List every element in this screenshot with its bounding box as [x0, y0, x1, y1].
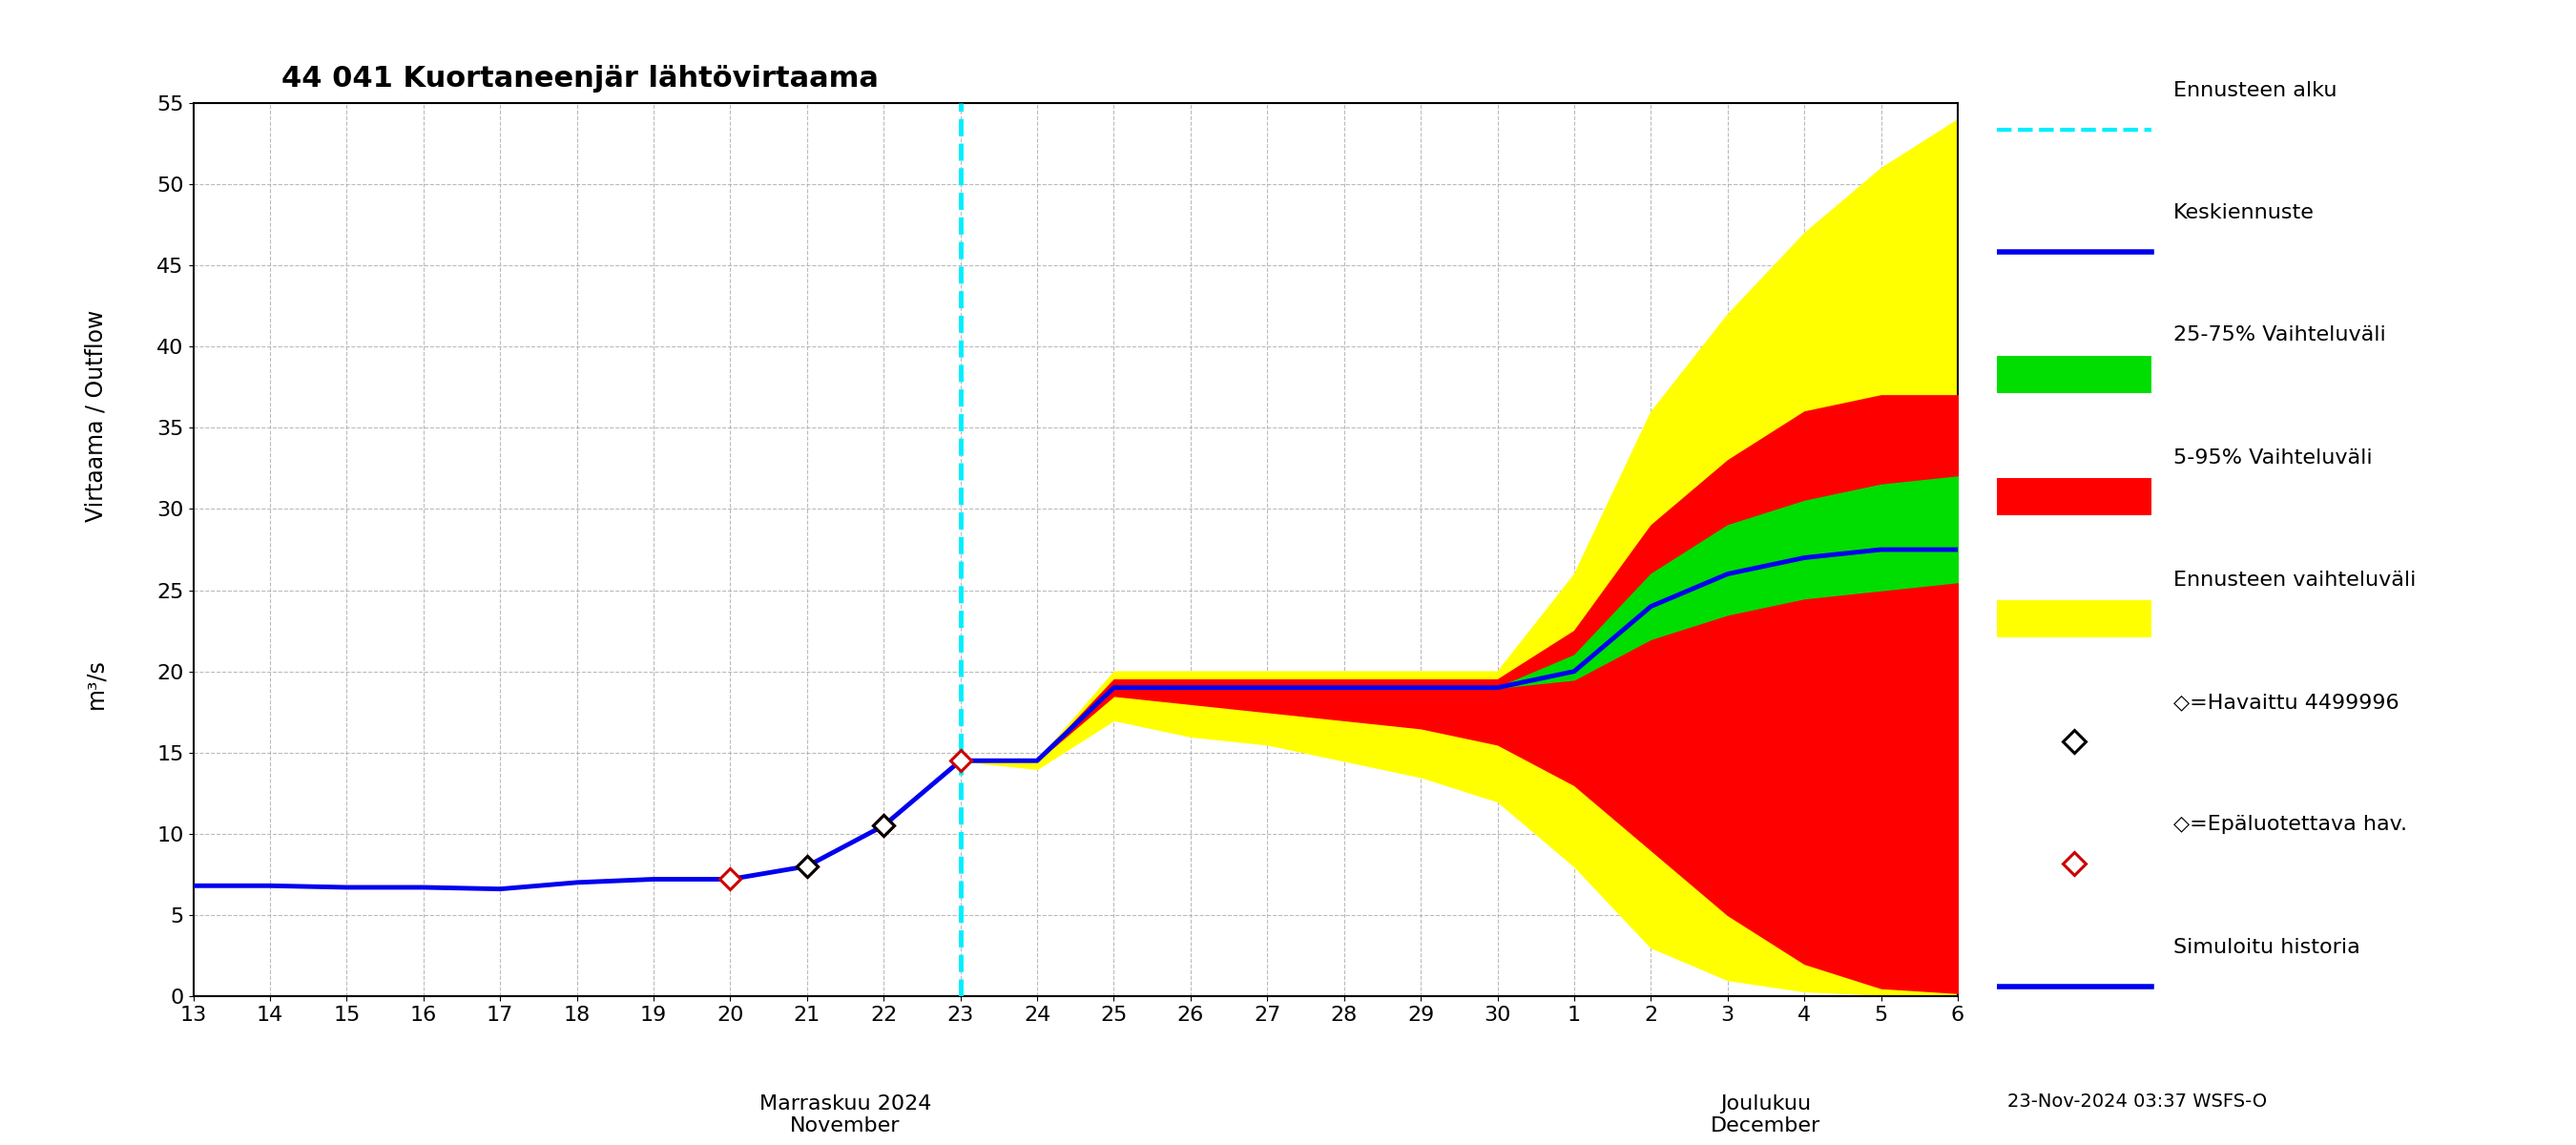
Text: 25-75% Vaihteluväli: 25-75% Vaihteluväli — [2174, 325, 2385, 345]
Text: Simuloitu historia: Simuloitu historia — [2174, 938, 2360, 957]
Text: Marraskuu 2024
November: Marraskuu 2024 November — [760, 1095, 933, 1136]
Text: Virtaama / Outflow: Virtaama / Outflow — [85, 309, 108, 522]
Bar — [1996, 356, 2151, 393]
Text: Keskiennuste: Keskiennuste — [2174, 204, 2316, 222]
Text: 44 041 Kuortaneenjär lähtövirtaama: 44 041 Kuortaneenjär lähtövirtaama — [281, 65, 878, 93]
Text: ◇=Epäluotettava hav.: ◇=Epäluotettava hav. — [2174, 815, 2409, 835]
Text: m³/s: m³/s — [85, 658, 108, 709]
Text: Joulukuu
December: Joulukuu December — [1710, 1095, 1821, 1136]
Text: Ennusteen vaihteluväli: Ennusteen vaihteluväli — [2174, 570, 2416, 590]
Bar — [1996, 601, 2151, 638]
Text: 23-Nov-2024 03:37 WSFS-O: 23-Nov-2024 03:37 WSFS-O — [2007, 1092, 2267, 1111]
Bar — [1996, 479, 2151, 515]
Text: ◇=Havaittu 4499996: ◇=Havaittu 4499996 — [2174, 693, 2398, 712]
Text: 5-95% Vaihteluväli: 5-95% Vaihteluväli — [2174, 448, 2372, 467]
Text: Ennusteen alku: Ennusteen alku — [2174, 81, 2336, 100]
